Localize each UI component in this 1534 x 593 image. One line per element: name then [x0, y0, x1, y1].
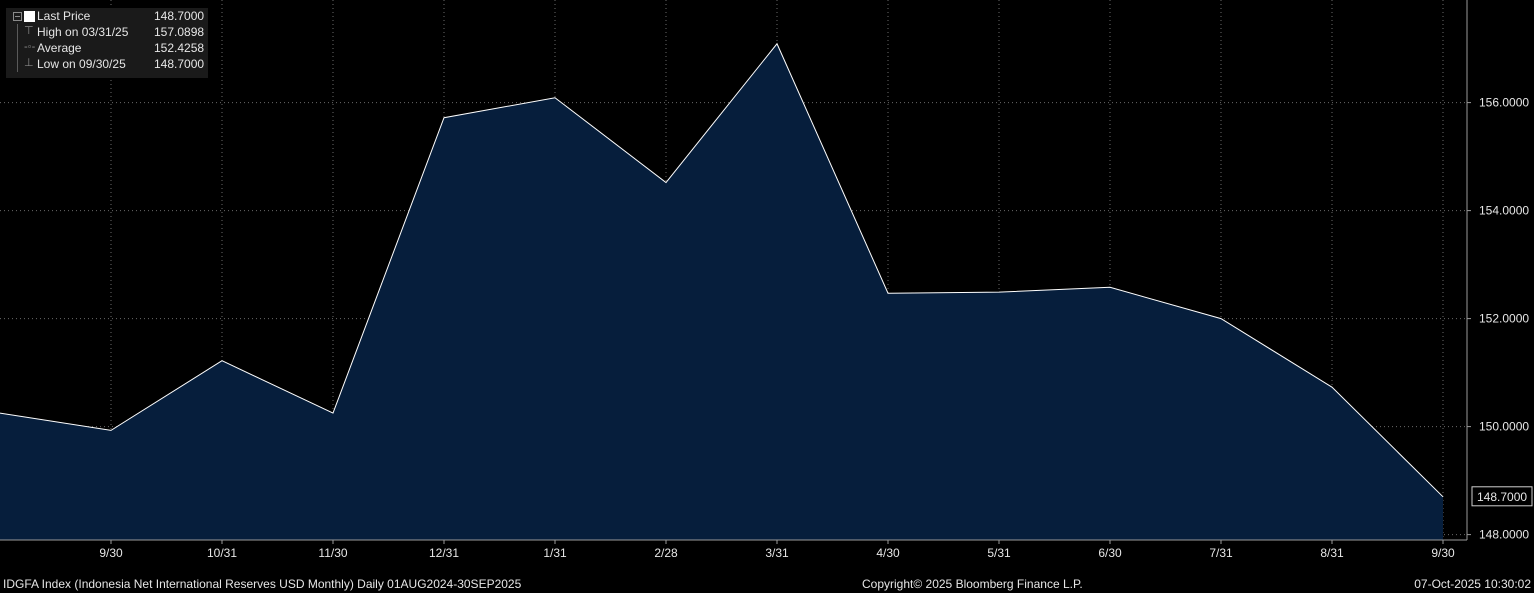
legend-row-high: ⊤ High on 03/31/25 157.0898: [6, 24, 208, 40]
legend-value: 148.7000: [154, 57, 205, 71]
footer-timestamp: 07-Oct-2025 10:30:02: [1414, 577, 1531, 591]
x-tick-label: 11/30: [318, 546, 347, 560]
y-tick-label: 152.0000: [1479, 312, 1529, 326]
high-marker-icon: ⊤: [10, 24, 34, 40]
price-area: [0, 43, 1443, 541]
price-line: [0, 42, 1444, 498]
x-tick-label: 12/31: [429, 546, 459, 560]
y-tick-label: 154.0000: [1479, 204, 1529, 218]
x-tick-label: 9/30: [1431, 546, 1455, 560]
x-tick-label: 10/31: [207, 546, 237, 560]
x-tick-label: 5/31: [987, 546, 1011, 560]
x-tick-label: 1/31: [543, 546, 567, 560]
x-tick-label: 8/31: [1320, 546, 1344, 560]
legend-row-average: -◦- Average 152.4258: [6, 40, 208, 56]
legend-label: Average: [37, 41, 82, 55]
last-price-label: 148.7000: [1477, 490, 1527, 504]
low-marker-icon: ⊥: [10, 56, 34, 72]
x-tick-label: 7/31: [1209, 546, 1233, 560]
legend-value: 148.7000: [154, 9, 205, 23]
last-price-marker: 148.7000: [1471, 486, 1533, 507]
footer-description: IDGFA Index (Indonesia Net International…: [3, 577, 522, 591]
x-tick-label: 3/31: [765, 546, 789, 560]
legend-label: Last Price: [37, 9, 91, 23]
x-tick-label: 9/30: [99, 546, 123, 560]
x-tick-label: 4/30: [876, 546, 900, 560]
y-axis-ticks: 148.0000 150.0000 152.0000 154.0000 156.0000: [1467, 96, 1529, 542]
x-axis-ticks: 9/30 10/31 11/30 12/31 1/31 2/28 3/31 4/30 5/31 6…: [99, 540, 1455, 560]
footer-copyright: Copyright© 2025 Bloomberg Finance L.P.: [862, 577, 1083, 591]
collapse-icon[interactable]: [10, 8, 35, 24]
legend-value: 152.4258: [154, 41, 205, 55]
x-tick-label: 6/30: [1098, 546, 1122, 560]
legend-value: 157.0898: [154, 25, 205, 39]
x-tick-label: 2/28: [654, 546, 678, 560]
y-tick-label: 150.0000: [1479, 420, 1529, 434]
legend-row-low: ⊥ Low on 09/30/25 148.7000: [6, 56, 208, 72]
legend: Last Price 148.7000 ⊤ High on 03/31/25 1…: [6, 8, 208, 78]
y-tick-label: 156.0000: [1479, 96, 1529, 110]
y-tick-label: 148.0000: [1479, 528, 1529, 542]
legend-row-last-price: Last Price 148.7000: [6, 8, 208, 24]
legend-label: High on 03/31/25: [37, 25, 129, 39]
average-marker-icon: -◦-: [10, 40, 35, 56]
legend-label: Low on 09/30/25: [37, 57, 126, 71]
